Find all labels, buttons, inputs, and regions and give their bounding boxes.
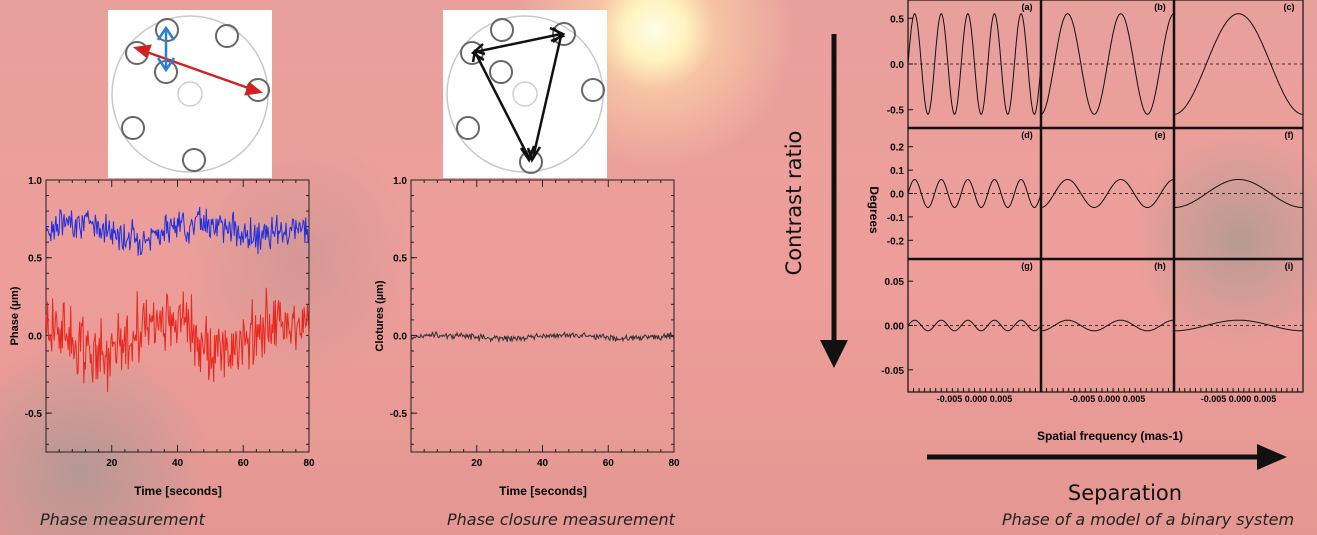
central-obscuration [512,81,538,107]
phase-x-axis-label: Time [seconds] [134,484,222,498]
y-tick-label: 0.5 [393,254,407,265]
panel-letter: (a) [1022,2,1033,12]
model-curve [1174,319,1303,332]
pupil-diagram-closure [443,10,607,178]
x-tick-label: 40 [172,458,184,469]
subaperture [490,18,514,42]
model-y-tick-label: 0.00 [885,322,905,333]
series-line [410,331,675,343]
subaperture [121,116,145,140]
model-curve [1174,179,1303,208]
red-baseline-arrow [132,44,264,96]
model-y-tick-label: 0.0 [890,60,904,71]
panel-letter: (g) [1021,261,1033,271]
model-curve [907,13,1042,115]
closure-x-ticks: 20 40 60 80 [410,180,680,469]
model-y-tick-label: -0.2 [887,236,905,247]
model-caption: Phase of a model of a binary system [1002,510,1295,529]
model-curve [1041,319,1174,332]
grid-labels: 0.5 0.0 -0.5 (a) (b) (c) 0.2 0.1 0.0 -0.1 -0.2 (d) (… [881,2,1294,404]
panel-letter: (e) [1155,130,1166,140]
phase-x-ticks: 20 40 60 80 [45,180,315,469]
closure-y-axis-label: Clotures (µm) [374,280,386,351]
grid-curves [907,13,1303,332]
closure-plot: 1.0 0.5 0.0 -0.5 20 40 60 80 Clotures (µm) Tim… [374,176,680,498]
subaperture [489,60,513,84]
series-line [45,206,310,256]
contrast-arrow [820,34,848,368]
pupil-diagram-closure-svg [446,15,605,174]
model-y-tick-label: 0.5 [890,14,904,25]
phase-y-ticks: 1.0 0.5 0.0 -0.5 [25,176,309,445]
central-obscuration [177,81,203,107]
model-curve [1040,13,1175,115]
model-x-tick-label: -0.005 0.000 0.005 [1201,394,1277,404]
panel-letter: (f) [1285,130,1294,140]
model-y-tick-label: -0.5 [887,106,905,117]
blue-baseline-arrow [156,25,176,73]
model-curve [1174,13,1303,115]
model-y-tick-label: 0.1 [890,166,904,177]
x-tick-label: 20 [471,458,483,469]
x-tick-label: 80 [668,458,680,469]
model-y-tick-label: 0.05 [885,277,905,288]
closure-x-axis-label: Time [seconds] [499,484,587,498]
closure-y-ticks: 1.0 0.5 0.0 -0.5 [390,176,674,445]
y-tick-label: -0.5 [390,409,408,420]
y-tick-label: 0.5 [28,254,42,265]
x-tick-label: 80 [303,458,315,469]
phase-series [45,206,310,393]
y-tick-label: 0.0 [393,331,407,342]
x-tick-label: 40 [537,458,549,469]
phase-caption: Phase measurement [40,510,205,529]
contrast-ratio-label: Contrast ratio [782,130,806,276]
subaperture [215,24,239,48]
x-tick-label: 20 [106,458,118,469]
model-curve [907,319,1042,332]
model-curve [907,178,1042,209]
x-tick-label: 60 [603,458,615,469]
phase-y-axis-label: Phase (µm) [9,286,21,345]
y-tick-label: -0.5 [25,409,43,420]
x-tick-label: 60 [238,458,250,469]
y-tick-label: 0.0 [28,331,42,342]
model-x-tick-label: -0.005 0.000 0.005 [937,394,1013,404]
y-tick-label: 1.0 [393,176,407,187]
closure-triangle-arrows [470,26,566,163]
binary-model-grid: 0.5 0.0 -0.5 (a) (b) (c) 0.2 0.1 0.0 -0.1 -0.2 (d) (… [867,0,1304,443]
pupil-diagram-phase-svg [111,15,270,173]
subaperture [182,148,206,172]
phase-plot: 1.0 0.5 0.0 -0.5 20 40 60 80 Phase (µm) Time [… [9,176,315,498]
model-y-tick-label: -0.1 [887,213,905,224]
panel-letter: (h) [1154,261,1166,271]
model-x-axis-label: Spatial frequency (mas-1) [1037,429,1183,443]
panel-letter: (b) [1154,2,1166,12]
subaperture [581,78,605,102]
model-y-tick-label: 0.2 [890,143,904,154]
model-y-tick-label: -0.05 [881,366,904,377]
panel-letter: (c) [1284,2,1295,12]
model-x-tick-label: -0.005 0.000 0.005 [1070,394,1146,404]
pupil-outline [111,15,269,173]
separation-arrow [927,444,1287,470]
model-y-tick-label: 0.0 [890,190,904,201]
subaperture [552,22,576,46]
panel-letter: (d) [1021,130,1033,140]
pupil-diagram-phase [108,10,272,178]
model-curve [1041,179,1174,208]
grid-outer-frame [907,0,1304,393]
separation-label: Separation [1067,481,1183,505]
series-line [45,287,310,393]
closure-caption: Phase closure measurement [447,510,675,529]
y-tick-label: 1.0 [28,176,42,187]
closure-series [410,331,675,343]
closure-plot-frame [410,179,675,453]
panel-letter: (i) [1285,261,1294,271]
subaperture-group [456,18,605,174]
subaperture [456,116,480,140]
model-y-axis-label: Degrees [867,186,881,234]
